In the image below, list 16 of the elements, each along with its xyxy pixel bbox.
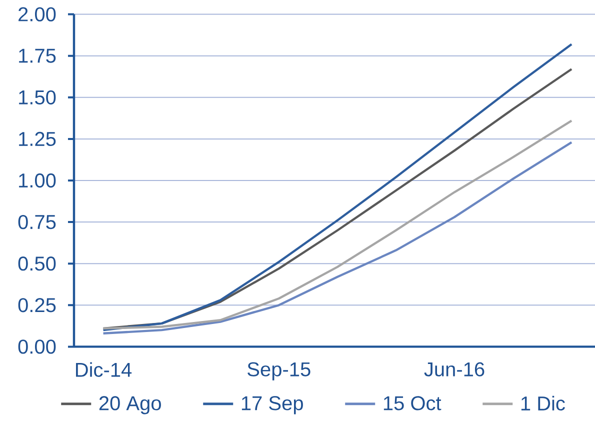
y-tick-label: 1.00 <box>19 173 56 188</box>
y-tick-label: 1.50 <box>19 90 56 104</box>
y-tick-label: 0.50 <box>18 256 56 271</box>
y-tick-label: 1.75 <box>19 48 56 63</box>
y-tick-label: 0.00 <box>18 340 56 354</box>
legend-label: 17 Sep <box>242 396 303 414</box>
legend-label: 1 Dic <box>521 396 565 411</box>
x-tick-label: Sep-15 <box>248 362 310 380</box>
y-tick-label: 2.00 <box>18 7 56 22</box>
y-tick-label: 1.25 <box>19 132 56 146</box>
y-tick-label: 0.25 <box>18 298 56 312</box>
x-tick-label: Jun-16 <box>424 362 484 376</box>
x-tick-label: Dic-14 <box>76 362 132 377</box>
legend-label: 20 Ago <box>99 396 161 414</box>
y-tick-label: 0.75 <box>18 214 56 230</box>
legend-label: 15 Oct <box>384 396 442 410</box>
